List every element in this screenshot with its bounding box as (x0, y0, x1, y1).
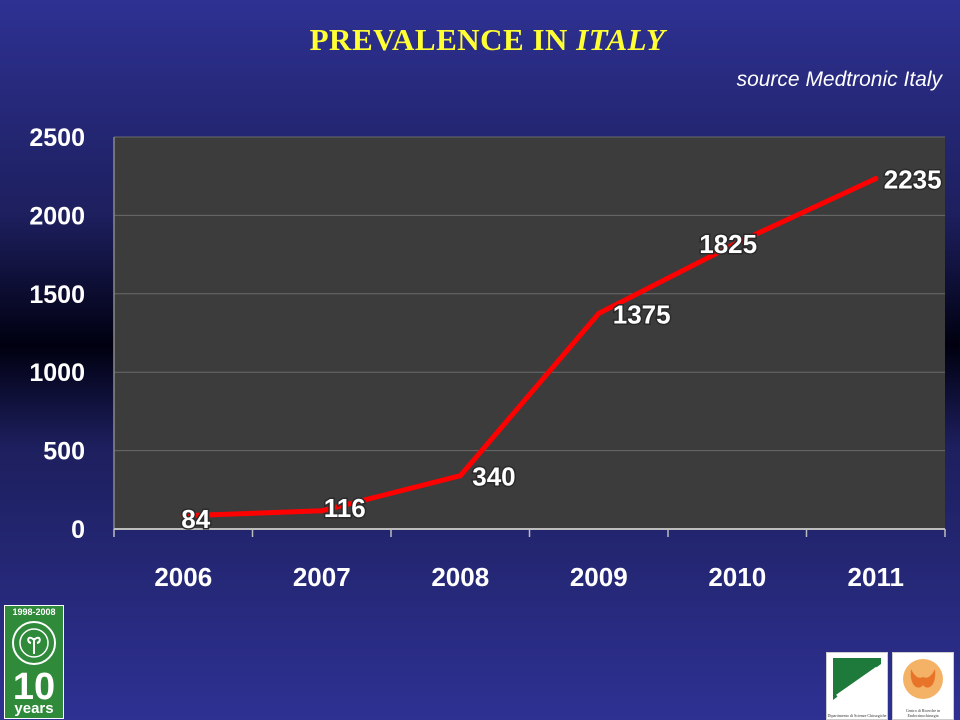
data-label: 84 (181, 504, 210, 534)
x-tick-label: 2008 (431, 562, 489, 592)
x-tick-labels: 2006 2007 2008 2009 2010 2011 (154, 562, 904, 592)
y-tick-label: 1500 (29, 281, 85, 309)
data-label: 2235 (884, 165, 942, 195)
y-tick-label: 2500 (29, 124, 85, 152)
data-point (734, 240, 740, 246)
y-tick-label: 2000 (29, 202, 85, 230)
x-tick-label: 2010 (708, 562, 766, 592)
y-tick-label: 0 (71, 516, 85, 544)
plot-area (114, 137, 945, 529)
data-point (596, 310, 602, 316)
data-label: 1375 (613, 299, 671, 329)
anniversary-word: years (14, 700, 54, 717)
source-note: source Medtronic Italy (736, 68, 942, 91)
data-labels: 84 116 340 1375 1825 2235 (180, 163, 943, 535)
x-tick-label: 2009 (570, 562, 628, 592)
data-point (319, 508, 325, 514)
data-point (457, 473, 463, 479)
research-center-caption: Centro di Ricerche in Endocrinochirurgia (905, 708, 941, 718)
x-tick-label: 2006 (154, 562, 212, 592)
x-tick-label: 2011 (848, 562, 904, 592)
data-point (180, 513, 186, 519)
data-label: 1825 (699, 229, 757, 259)
x-tick-label: 2007 (293, 562, 351, 592)
thyroid-emblem-icon (903, 659, 943, 699)
university-seal-icon (12, 621, 56, 665)
title-prefix: PREVALENCE IN (309, 22, 577, 57)
series-line (180, 176, 879, 519)
data-label: 340 (472, 462, 515, 492)
anniversary-years-range: 1998-2008 (12, 607, 56, 617)
research-center-logo: Centro di Ricerche in Endocrinochirurgia (892, 652, 954, 720)
title-emphasis: ITALY (576, 22, 666, 57)
slide-title: PREVALENCE IN ITALY (0, 22, 960, 58)
axes (113, 137, 946, 537)
y-tick-labels: 0 500 1000 1500 2000 2500 (29, 124, 85, 544)
y-tick-label: 1000 (29, 359, 85, 387)
anniversary-number: 10 (12, 666, 56, 708)
series-layer (180, 176, 879, 519)
department-logo: Dipartimento di Scienze Chirurgiche (826, 652, 888, 720)
data-label: 116 (324, 493, 366, 523)
department-emblem-icon (833, 658, 881, 700)
data-point (873, 176, 879, 182)
y-tick-label: 500 (43, 438, 85, 466)
department-caption: Dipartimento di Scienze Chirurgiche (827, 713, 887, 718)
anniversary-logo: 1998-2008 10 years (4, 605, 64, 719)
